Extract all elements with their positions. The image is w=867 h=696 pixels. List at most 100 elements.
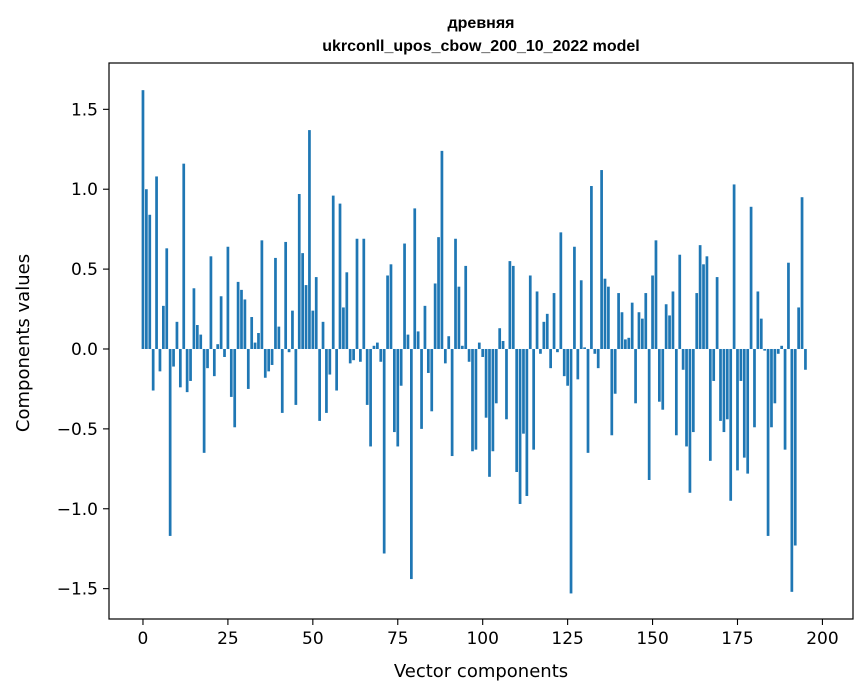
bar-component-51 [314, 277, 318, 349]
bar-component-180 [753, 348, 756, 428]
bar-component-188 [780, 345, 784, 349]
bar-component-70 [379, 348, 383, 362]
bar-component-56 [331, 195, 335, 349]
bar-component-40 [277, 326, 281, 349]
bar-component-136 [603, 278, 607, 349]
bar-component-123 [559, 232, 563, 349]
bar-component-129 [579, 280, 583, 349]
bar-component-17 [199, 334, 203, 349]
bar-component-172 [725, 348, 729, 420]
bar-component-122 [556, 348, 559, 353]
y-tick-label: 1.0 [71, 180, 98, 200]
bar-component-164 [698, 245, 702, 349]
bar-component-21 [212, 348, 216, 377]
bar-component-160 [685, 348, 688, 447]
bar-component-183 [763, 348, 767, 351]
bar-component-143 [627, 337, 631, 349]
bar-component-178 [746, 348, 750, 474]
bar-component-54 [325, 348, 328, 413]
bar-component-113 [525, 348, 529, 496]
bar-component-147 [641, 318, 644, 349]
bar-component-81 [416, 331, 420, 349]
bar-component-6 [162, 305, 165, 349]
bar-component-112 [522, 348, 525, 434]
bar-component-58 [338, 203, 342, 349]
x-tick-label: 0 [138, 629, 149, 649]
bar-component-169 [715, 277, 719, 349]
bar-component-107 [505, 348, 508, 420]
bar-component-64 [359, 348, 362, 362]
bar-component-135 [600, 170, 603, 349]
bar-component-93 [457, 286, 461, 349]
bar-component-128 [576, 348, 580, 380]
bar-component-0 [141, 90, 145, 349]
y-tick-label: 0.5 [71, 260, 98, 280]
bar-component-76 [399, 348, 403, 386]
bar-component-179 [749, 206, 753, 349]
bar-component-18 [202, 348, 206, 453]
bar-component-48 [304, 285, 308, 349]
bar-component-83 [423, 305, 427, 349]
bar-component-91 [450, 348, 454, 457]
bar-component-63 [355, 238, 359, 349]
bar-component-98 [474, 348, 478, 450]
bar-component-171 [722, 348, 726, 433]
bar-component-12 [182, 163, 186, 349]
x-tick-label: 50 [302, 629, 324, 649]
bar-component-111 [518, 348, 522, 504]
bar-component-144 [630, 302, 634, 349]
bar-component-195 [804, 348, 807, 370]
bar-component-19 [206, 348, 209, 369]
bar-component-28 [236, 281, 240, 349]
bar-component-139 [613, 348, 617, 394]
bar-component-79 [410, 348, 413, 580]
bar-component-62 [352, 348, 355, 361]
bar-component-151 [654, 240, 658, 349]
bar-component-26 [229, 348, 233, 397]
bar-component-152 [658, 348, 661, 402]
bar-component-34 [257, 333, 260, 349]
bar-component-87 [437, 237, 440, 349]
bar-component-3 [151, 348, 155, 391]
bar-component-92 [454, 238, 457, 349]
bar-component-170 [719, 348, 722, 421]
plot-frame [108, 62, 854, 620]
bar-component-24 [223, 348, 226, 357]
bar-component-161 [688, 348, 692, 493]
x-tick-label: 200 [806, 629, 838, 649]
bar-component-177 [742, 348, 746, 458]
bar-component-1 [145, 189, 148, 349]
bar-component-106 [501, 341, 505, 349]
bar-component-30 [243, 299, 247, 349]
bar-component-102 [488, 348, 491, 477]
bar-component-145 [634, 348, 637, 404]
y-tick-label: −1.0 [57, 500, 98, 520]
bar-component-4 [155, 176, 158, 349]
bar-component-130 [583, 347, 586, 349]
bar-component-191 [790, 348, 794, 592]
bar-component-75 [396, 348, 400, 447]
bar-component-53 [321, 321, 325, 349]
bar-component-121 [552, 293, 556, 349]
bar-component-133 [593, 348, 597, 354]
bar-component-131 [586, 348, 590, 453]
bar-component-193 [797, 307, 800, 349]
bar-component-184 [766, 348, 770, 536]
bar-component-88 [440, 150, 444, 349]
bar-component-23 [219, 296, 223, 349]
bar-component-73 [389, 264, 393, 349]
bar-component-46 [297, 194, 301, 349]
bar-component-162 [691, 348, 695, 433]
bar-component-127 [573, 246, 576, 349]
bar-component-78 [406, 334, 410, 349]
bar-component-159 [681, 348, 685, 370]
bar-component-84 [426, 348, 430, 373]
bar-component-5 [158, 348, 162, 372]
bar-component-45 [294, 348, 298, 405]
chart-title-line1: древняя [448, 15, 515, 32]
bar-component-42 [284, 241, 288, 349]
bar-component-7 [165, 248, 169, 349]
bar-component-158 [678, 254, 682, 349]
bar-component-163 [695, 293, 699, 349]
bar-component-16 [195, 325, 199, 349]
